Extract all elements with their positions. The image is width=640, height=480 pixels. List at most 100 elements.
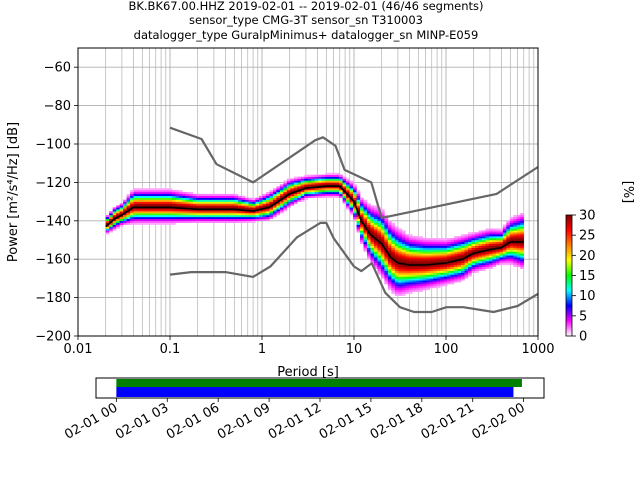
histogram-cell xyxy=(422,243,427,246)
histogram-cell xyxy=(321,174,326,177)
histogram-cell xyxy=(349,190,354,193)
histogram-cell xyxy=(401,282,406,285)
histogram-cell xyxy=(394,234,399,237)
histogram-cell xyxy=(366,205,371,208)
histogram-cell xyxy=(419,272,424,275)
histogram-cell xyxy=(227,220,232,223)
histogram-cell xyxy=(189,216,194,220)
histogram-cell xyxy=(495,232,500,235)
histogram-cell xyxy=(168,199,173,202)
histogram-cell xyxy=(461,245,465,248)
histogram-cell xyxy=(192,216,197,220)
histogram-cell xyxy=(272,199,277,202)
histogram-cell xyxy=(415,274,420,277)
histogram-cell xyxy=(481,257,486,260)
histogram-cell xyxy=(468,241,472,245)
histogram-cell xyxy=(495,243,500,246)
histogram-cell xyxy=(199,205,204,208)
histogram-cell xyxy=(488,259,493,262)
histogram-cell xyxy=(492,241,497,245)
histogram-cell xyxy=(513,241,518,245)
histogram-cell xyxy=(377,261,382,264)
histogram-cell xyxy=(398,286,403,289)
histogram-cell xyxy=(112,209,117,212)
histogram-cell xyxy=(189,195,194,198)
histogram-cell xyxy=(171,213,176,216)
histogram-cell xyxy=(154,203,159,206)
histogram-cell xyxy=(506,259,511,262)
histogram-cell xyxy=(377,236,382,239)
histogram-cell xyxy=(474,253,479,256)
histogram-cell xyxy=(370,218,375,221)
histogram-cell xyxy=(147,218,152,221)
histogram-cell xyxy=(360,205,364,208)
histogram-cell xyxy=(474,255,479,258)
histogram-cell xyxy=(492,245,497,248)
histogram-cell xyxy=(461,274,465,277)
histogram-cell xyxy=(468,243,472,246)
histogram-cell xyxy=(506,249,511,252)
histogram-cell xyxy=(464,241,469,245)
histogram-cell xyxy=(199,199,204,202)
histogram-cell xyxy=(283,180,288,183)
histogram-cell xyxy=(384,268,389,271)
histogram-cell xyxy=(234,211,239,214)
histogram-cell xyxy=(398,232,403,235)
histogram-cell xyxy=(384,272,389,275)
histogram-cell xyxy=(380,272,385,275)
histogram-cell xyxy=(140,205,145,208)
histogram-cell xyxy=(161,190,166,193)
histogram-cell xyxy=(401,288,406,291)
y-tick-label: −80 xyxy=(44,99,71,114)
histogram-cell xyxy=(384,253,389,256)
histogram-cell xyxy=(154,195,159,198)
histogram-cell xyxy=(370,207,375,210)
histogram-cell xyxy=(325,195,329,198)
histogram-cell xyxy=(454,245,458,248)
histogram-cell xyxy=(481,264,486,268)
histogram-cell xyxy=(509,261,514,264)
histogram-cell xyxy=(199,216,204,220)
histogram-cell xyxy=(450,274,455,277)
histogram-cell xyxy=(328,190,333,193)
histogram-cell xyxy=(509,224,514,227)
histogram-cell xyxy=(297,188,302,191)
histogram-cell xyxy=(321,186,326,189)
histogram-cell xyxy=(178,201,183,204)
histogram-cell xyxy=(185,192,190,195)
histogram-cell xyxy=(394,268,399,271)
histogram-cell xyxy=(252,218,256,221)
histogram-cell xyxy=(245,197,249,200)
histogram-cell xyxy=(293,178,298,181)
histogram-cell xyxy=(408,284,413,287)
histogram-cell xyxy=(405,286,410,289)
histogram-cell xyxy=(123,205,127,208)
histogram-cell xyxy=(224,203,228,206)
histogram-cell xyxy=(133,190,138,193)
histogram-cell xyxy=(422,286,427,289)
histogram-cell xyxy=(140,211,145,214)
histogram-cell xyxy=(238,205,242,208)
histogram-cell xyxy=(290,193,295,197)
histogram-cell xyxy=(426,264,430,268)
colorbar-tick-label: 20 xyxy=(579,249,596,264)
histogram-cell xyxy=(203,193,208,197)
histogram-cell xyxy=(199,220,204,223)
histogram-cell xyxy=(401,291,406,294)
histogram-cell xyxy=(380,224,385,227)
histogram-cell xyxy=(109,216,113,220)
histogram-cell xyxy=(516,226,521,229)
histogram-cell xyxy=(161,205,166,208)
histogram-cell xyxy=(154,220,159,223)
histogram-cell xyxy=(119,211,124,214)
histogram-cell xyxy=(373,240,378,243)
histogram-cell xyxy=(137,201,141,204)
histogram-cell xyxy=(370,257,375,260)
histogram-cell xyxy=(328,182,333,185)
histogram-cell xyxy=(283,192,288,195)
histogram-cell xyxy=(185,199,190,202)
histogram-cell xyxy=(346,203,350,206)
histogram-cell xyxy=(157,192,162,195)
histogram-cell xyxy=(457,238,462,241)
histogram-cell xyxy=(436,249,441,252)
